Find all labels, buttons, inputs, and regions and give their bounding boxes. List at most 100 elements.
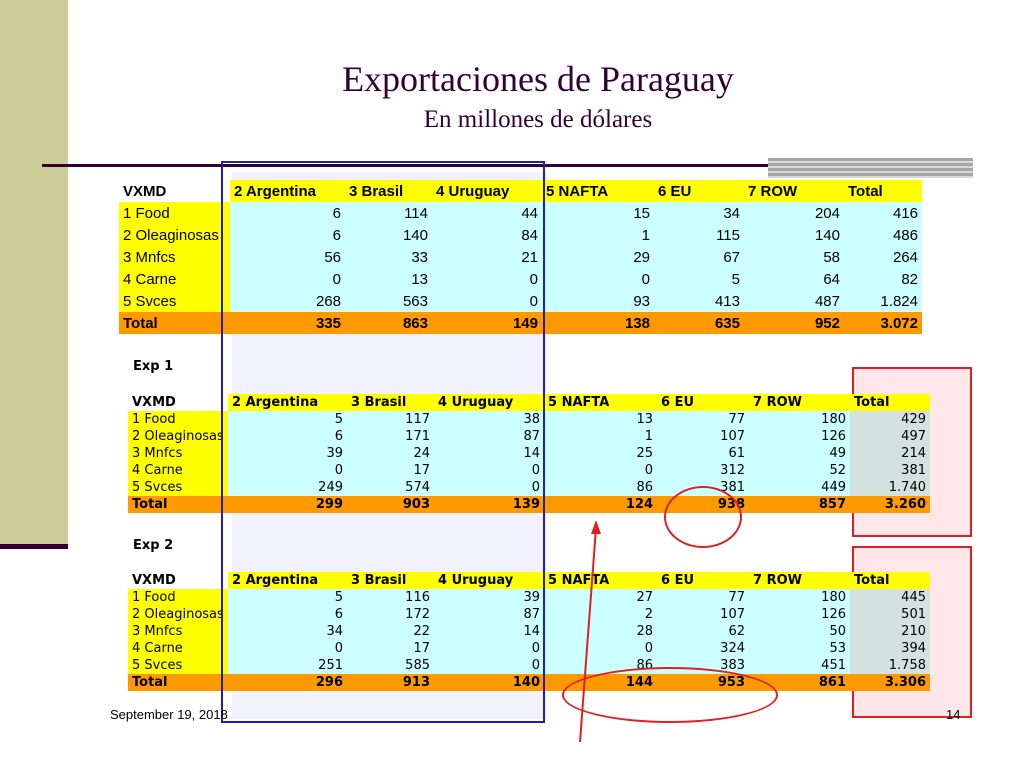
table-cell: 0 (434, 462, 544, 479)
table-header-row: VXMD 2 Argentina 3 Brasil 4 Uruguay 5 NA… (128, 394, 930, 411)
table-row: 2 Oleaginosas 6 140 84 1 115 140 486 (119, 224, 922, 246)
row-label: 4 Carne (128, 640, 228, 657)
table-cell: 451 (749, 657, 850, 674)
header-cell: VXMD (128, 394, 228, 411)
table-cell: 0 (434, 657, 544, 674)
table-cell: 5 (228, 411, 347, 428)
row-label: 1 Food (119, 202, 230, 224)
table-cell: 139 (434, 496, 544, 513)
row-label: 1 Food (128, 411, 228, 428)
header-cell: 2 Argentina (230, 180, 345, 202)
table-row: 1 Food 5 117 38 13 77 180 429 (128, 411, 930, 428)
header-cell: 3 Brasil (347, 394, 434, 411)
table-cell: 49 (749, 445, 850, 462)
table-cell: 22 (347, 623, 434, 640)
table-cell: 0 (434, 479, 544, 496)
table-cell: 107 (657, 428, 749, 445)
table-cell: 1.758 (850, 657, 930, 674)
table-cell: 77 (657, 411, 749, 428)
table-cell: 24 (347, 445, 434, 462)
table-row: 3 Mnfcs 34 22 14 28 62 50 210 (128, 623, 930, 640)
row-label: 5 Svces (128, 479, 228, 496)
table-row: 4 Carne 0 17 0 0 324 53 394 (128, 640, 930, 657)
divider-grey-block (768, 158, 973, 178)
table-cell: 487 (744, 290, 844, 312)
table-cell: 394 (850, 640, 930, 657)
table-cell: 34 (654, 202, 744, 224)
table-row: 2 Oleaginosas 6 171 87 1 107 126 497 (128, 428, 930, 445)
table-cell: 312 (657, 462, 749, 479)
table-cell: 115 (654, 224, 744, 246)
table-label-exp1: Exp 1 (133, 359, 174, 374)
table-cell: 172 (347, 606, 434, 623)
row-label: 3 Mnfcs (128, 623, 228, 640)
table-cell: 1.824 (844, 290, 922, 312)
table-cell: 0 (432, 290, 542, 312)
table-row: 2 Oleaginosas 6 172 87 2 107 126 501 (128, 606, 930, 623)
table-cell: 497 (850, 428, 930, 445)
table-cell: 86 (544, 479, 657, 496)
header-cell: 6 EU (657, 394, 749, 411)
header-cell: Total (850, 572, 930, 589)
table-cell: 0 (228, 462, 347, 479)
table-cell: 501 (850, 606, 930, 623)
table-cell: 268 (230, 290, 345, 312)
table-label-exp2: Exp 2 (133, 538, 174, 553)
table-cell: 204 (744, 202, 844, 224)
table-cell: 210 (850, 623, 930, 640)
row-label: 3 Mnfcs (119, 246, 230, 268)
table-cell: 249 (228, 479, 347, 496)
table-cell: 635 (654, 312, 744, 334)
table-cell: 296 (228, 674, 347, 691)
table-cell: 116 (347, 589, 434, 606)
row-label: Total (128, 496, 228, 513)
slide-title: Exportaciones de Paraguay (342, 59, 734, 99)
table-total-row: Total 335 863 149 138 635 952 3.072 (119, 312, 922, 334)
table-header-row: VXMD 2 Argentina 3 Brasil 4 Uruguay 5 NA… (128, 572, 930, 589)
table-row: 3 Mnfcs 56 33 21 29 67 58 264 (119, 246, 922, 268)
table-cell: 149 (432, 312, 542, 334)
table-cell: 25 (544, 445, 657, 462)
table-cell: 0 (544, 462, 657, 479)
table-cell: 27 (544, 589, 657, 606)
table-cell: 13 (544, 411, 657, 428)
table-cell: 107 (657, 606, 749, 623)
table-row: 5 Svces 251 585 0 86 383 451 1.758 (128, 657, 930, 674)
table-cell: 6 (230, 224, 345, 246)
table-cell: 2 (544, 606, 657, 623)
header-cell: 4 Uruguay (434, 572, 544, 589)
table-cell: 34 (228, 623, 347, 640)
table-cell: 3.306 (850, 674, 930, 691)
table-cell: 44 (432, 202, 542, 224)
table-cell: 299 (228, 496, 347, 513)
table-cell: 0 (434, 640, 544, 657)
table-cell: 39 (434, 589, 544, 606)
table-cell: 21 (432, 246, 542, 268)
table-cell: 563 (345, 290, 432, 312)
table-cell: 5 (654, 268, 744, 290)
table-cell: 82 (844, 268, 922, 290)
row-label: Total (119, 312, 230, 334)
table-cell: 214 (850, 445, 930, 462)
table-cell: 251 (228, 657, 347, 674)
table-cell: 58 (744, 246, 844, 268)
title-divider-rule (42, 164, 971, 167)
table-cell: 14 (434, 445, 544, 462)
header-cell: 6 EU (654, 180, 744, 202)
table-cell: 33 (345, 246, 432, 268)
table-cell: 114 (345, 202, 432, 224)
footer-date: September 19, 2018 (110, 707, 228, 722)
table-cell: 29 (542, 246, 654, 268)
table-cell: 6 (228, 606, 347, 623)
row-label: 1 Food (128, 589, 228, 606)
header-cell: Total (844, 180, 922, 202)
header-cell: 2 Argentina (228, 572, 347, 589)
table-cell: 39 (228, 445, 347, 462)
table-total-row: Total 299 903 139 124 938 857 3.260 (128, 496, 930, 513)
row-label: Total (128, 674, 228, 691)
table-cell: 324 (657, 640, 749, 657)
table-cell: 14 (434, 623, 544, 640)
table-cell: 264 (844, 246, 922, 268)
table-cell: 53 (749, 640, 850, 657)
exp1-table: VXMD 2 Argentina 3 Brasil 4 Uruguay 5 NA… (128, 394, 930, 513)
